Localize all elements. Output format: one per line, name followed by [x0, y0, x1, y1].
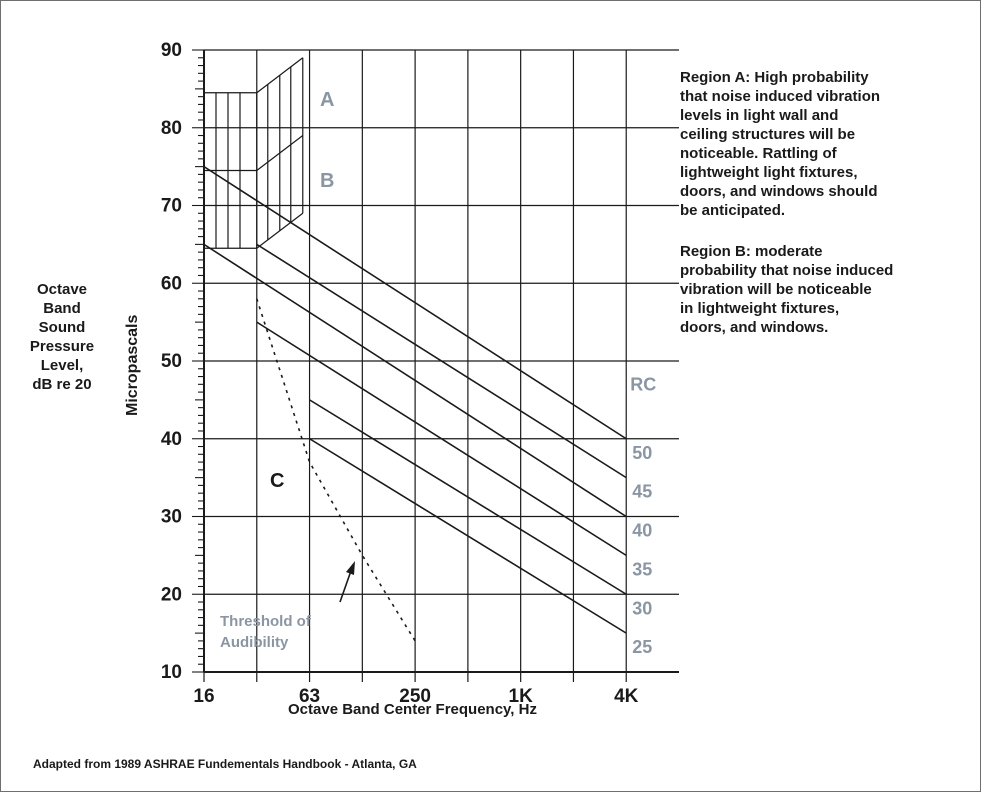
rc-curve-25	[309, 438, 627, 634]
y-tick-label: 80	[161, 118, 182, 139]
x-tick-label: 16	[193, 686, 214, 707]
y-axis-label-line: Pressure	[29, 338, 95, 355]
y-tick-label: 50	[161, 351, 182, 372]
y-axis-label-line: Level,	[40, 357, 84, 374]
y-tick-label: 10	[161, 662, 182, 683]
y-tick-label: 30	[161, 507, 182, 528]
y-axis-label-block: Octave Band Sound Pressure Level, dB re …	[14, 280, 110, 394]
x-tick-label: 4K	[614, 686, 639, 707]
rc-curve-label: 50	[632, 443, 652, 463]
y-tick-label: 20	[161, 584, 182, 605]
threshold-of-audibility-curve	[256, 298, 416, 642]
rc-curve-40	[203, 243, 627, 518]
y-tick-label: 40	[161, 429, 182, 450]
region-a-line: that noise induced vibration	[680, 88, 881, 105]
x-axis-label: Octave Band Center Frequency, Hz	[288, 701, 537, 718]
y-tick-label: 90	[161, 40, 182, 61]
rc-curve-label: 35	[632, 559, 652, 579]
region-b-description: Region B: moderate probability that nois…	[680, 242, 970, 337]
y-axis-label-line: Band	[43, 300, 81, 317]
y-tick-label: 70	[161, 196, 182, 217]
threshold-arrow-head	[346, 561, 355, 575]
region-a-line: Region A: High probability	[680, 69, 869, 86]
threshold-label: Threshold of	[220, 613, 312, 630]
y-axis-label-line: Sound	[38, 319, 86, 336]
x-tick-label: 63	[299, 686, 320, 707]
region-b-label: B	[320, 170, 334, 192]
region-a-description: Region A: High probability that noise in…	[680, 68, 970, 220]
region-a-line: be anticipated.	[680, 202, 786, 219]
region-b-line: doors, and windows.	[680, 319, 829, 336]
rc-curve-label: 45	[632, 482, 652, 502]
region-b-line: probability that noise induced	[680, 262, 894, 279]
region-a-line: ceiling structures will be	[680, 126, 856, 143]
y-axis-label-line: dB re 20	[32, 376, 92, 393]
region-a-line: doors, and windows should	[680, 183, 878, 200]
region-b-line: Region B: moderate	[680, 243, 823, 260]
rc-curve-50	[203, 165, 627, 440]
region-a-line: levels in light wall and	[680, 107, 839, 124]
threshold-arrow-shaft	[339, 567, 353, 603]
region-a-label: A	[320, 89, 334, 111]
region-b-line: in lightweight fixtures,	[680, 300, 840, 317]
y-tick-label: 60	[161, 273, 182, 294]
rc-curve-label: 30	[632, 598, 652, 618]
region-c-label: C	[270, 470, 284, 492]
y-axis-label-line: Octave	[36, 281, 88, 298]
x-tick-label: 1K	[509, 686, 534, 707]
region-b-line: vibration will be noticeable	[680, 281, 872, 298]
source-footnote: Adapted from 1989 ASHRAE Fundementals Ha…	[33, 757, 417, 771]
threshold-label: Audibility	[220, 634, 289, 651]
rc-curve-30	[309, 399, 627, 595]
rc-curve-35	[256, 321, 627, 557]
rc-curve-45	[256, 243, 627, 479]
x-tick-label: 250	[399, 686, 431, 707]
region-a-line: noticeable. Rattling of	[680, 145, 837, 162]
rc-curve-label: 40	[632, 521, 652, 541]
region-a-line: lightweight light fixtures,	[680, 164, 858, 181]
rc-curve-label: 25	[632, 637, 652, 657]
rc-header-label: RC	[630, 374, 656, 394]
y-axis-label-rotated: Micropascals	[124, 314, 141, 416]
